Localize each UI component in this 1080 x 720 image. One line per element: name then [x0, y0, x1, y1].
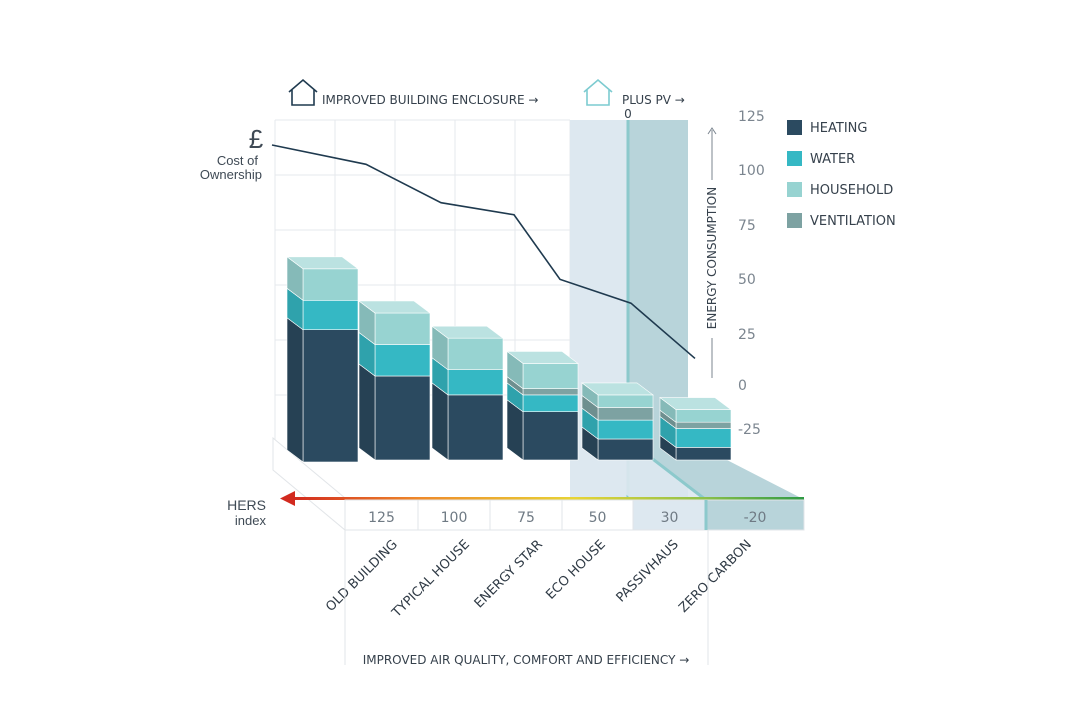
y-axis: ENERGY CONSUMPTION 125 100 75 50 25 0 -25 — [705, 109, 765, 438]
bar-segment-front — [374, 312, 431, 345]
bar-group — [431, 325, 504, 461]
y-tick-label: -25 — [738, 422, 761, 438]
bar-segment-front — [597, 394, 654, 408]
y-tick-label: 125 — [738, 109, 765, 125]
cost-label-line1: Cost of — [217, 153, 259, 168]
bottom-label: IMPROVED AIR QUALITY, COMFORT AND EFFICI… — [344, 530, 709, 667]
bar-group — [659, 397, 732, 461]
legend-swatch — [787, 151, 802, 166]
y-tick-label: 0 — [738, 378, 747, 394]
bar-segment-front — [447, 369, 504, 396]
hers-value: 50 — [589, 510, 607, 526]
bar-segment-side — [286, 317, 304, 463]
hers-cell — [561, 499, 634, 531]
bar-segment-front — [597, 407, 654, 421]
bar-top — [431, 325, 504, 339]
bar-segment-front — [302, 268, 359, 301]
hers-cell — [705, 499, 805, 531]
pv-label: PLUS PV → — [622, 93, 685, 107]
bar-group — [358, 300, 431, 461]
hers-value: -20 — [744, 510, 767, 526]
category-label: ENERGY STAR — [472, 537, 546, 611]
hers-value: 75 — [517, 510, 535, 526]
legend-label: VENTILATION — [810, 214, 896, 229]
house-icon — [288, 78, 318, 106]
bars — [286, 256, 732, 463]
y-axis-label: ENERGY CONSUMPTION — [705, 187, 719, 329]
hers-value: 125 — [368, 510, 395, 526]
hers-label-line2: index — [235, 513, 267, 528]
cost-of-ownership-line — [271, 144, 696, 360]
enclosure-label: IMPROVED BUILDING ENCLOSURE → — [322, 93, 539, 107]
hers-value: 30 — [661, 510, 679, 526]
legend-label: HOUSEHOLD — [810, 183, 893, 198]
bar-segment-front — [675, 421, 732, 429]
bar-segment-side — [358, 363, 376, 461]
y-tick-label: 75 — [738, 218, 756, 234]
hers-index-row: 125 100 75 50 30 -20 — [344, 499, 805, 531]
bar-segment-front — [522, 411, 579, 461]
bar-segment-front — [675, 447, 732, 461]
legend-swatch — [787, 182, 802, 197]
bar-top — [358, 300, 431, 314]
category-label: ZERO CARBON — [676, 537, 755, 616]
bar-group — [286, 256, 359, 463]
bar-top — [659, 397, 732, 410]
category-label: PASSIVHAUS — [614, 537, 682, 605]
top-header: IMPROVED BUILDING ENCLOSURE → PLUS PV → … — [288, 78, 685, 121]
bar-segment-front — [522, 388, 579, 396]
bar-top — [286, 256, 359, 270]
hers-cell — [344, 499, 419, 531]
bar-top — [506, 351, 579, 364]
y-tick-label: 50 — [738, 272, 756, 288]
hers-gradient-bar — [292, 497, 804, 500]
legend-label: WATER — [810, 152, 855, 167]
hers-axis: HERS index — [227, 491, 804, 528]
category-label: TYPICAL HOUSE — [389, 537, 473, 621]
bar-segment-front — [302, 299, 359, 330]
bar-group — [506, 350, 579, 461]
bar-segment-front — [597, 419, 654, 440]
hers-cell — [489, 499, 563, 531]
y-axis-arrow-head — [707, 127, 717, 135]
bar-top — [581, 382, 654, 396]
house-pv-icon — [583, 78, 613, 106]
cost-label-line2: Ownership — [200, 167, 262, 182]
hers-label-line1: HERS — [227, 497, 266, 513]
hers-arrow-head — [280, 491, 295, 506]
bar-segment-front — [447, 394, 504, 461]
pv-zero-label: 0 — [624, 107, 632, 121]
currency-symbol: £ — [249, 124, 264, 154]
cost-label: £ Cost of Ownership — [200, 124, 264, 182]
bar-segment-front — [675, 409, 732, 423]
bar-group — [581, 382, 654, 461]
legend-label: HEATING — [810, 121, 867, 136]
bar-segment-front — [522, 394, 579, 412]
y-tick-label: 25 — [738, 327, 756, 343]
legend-swatch — [787, 213, 802, 228]
bar-segment-front — [302, 329, 359, 463]
bar-segment-front — [522, 363, 579, 389]
hers-cell — [417, 499, 491, 531]
category-label: ECO HOUSE — [543, 537, 609, 603]
bar-segment-front — [675, 428, 732, 448]
bar-segment-front — [597, 438, 654, 461]
bar-segment-front — [447, 337, 504, 371]
bar-segment-front — [374, 344, 431, 377]
bar-segment-side — [431, 382, 449, 461]
hers-value: 100 — [441, 510, 468, 526]
bar-segment-front — [374, 375, 431, 461]
bottom-caption: IMPROVED AIR QUALITY, COMFORT AND EFFICI… — [363, 653, 690, 667]
legend-swatch — [787, 120, 802, 135]
legend: HEATING WATER HOUSEHOLD VENTILATION — [787, 120, 896, 229]
category-label: OLD BUILDING — [323, 537, 401, 615]
y-tick-label: 100 — [738, 163, 765, 179]
